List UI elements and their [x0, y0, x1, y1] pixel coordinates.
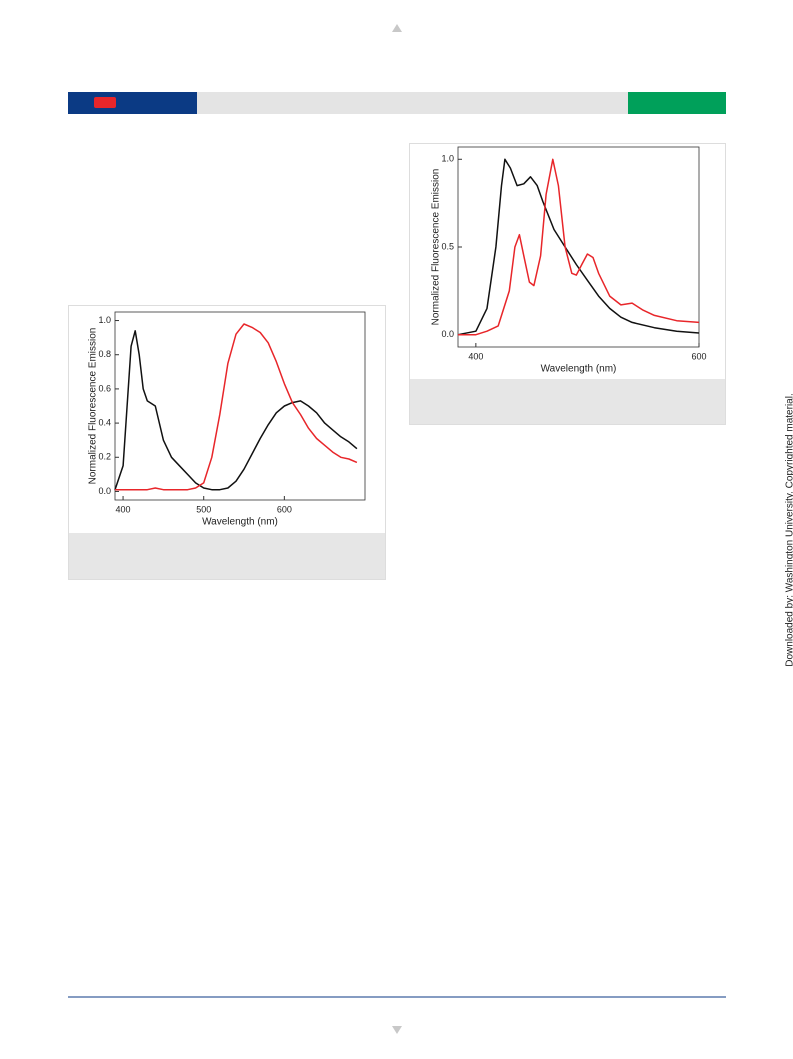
caption-box: [410, 379, 725, 424]
y-tick-label: 0.4: [98, 417, 111, 427]
emission-line: [115, 323, 358, 491]
header-gray: [197, 92, 628, 114]
figure-box: [409, 143, 726, 425]
y-tick-label: 0.8: [98, 349, 111, 359]
y-tick-label: 1.0: [441, 154, 454, 164]
x-axis-label: Wavelength (nm): [541, 364, 617, 375]
header-blue: [68, 92, 197, 114]
x-axis-label: Wavelength (nm): [202, 517, 278, 528]
x-tick-label: 600: [277, 504, 292, 514]
x-tick-label: 600: [691, 351, 706, 361]
plot-frame: [114, 311, 366, 501]
y-tick-label: 0.0: [98, 486, 111, 496]
y-tick-label: 1.0: [98, 315, 111, 325]
watermark: Downloaded by: Washington University. Co…: [785, 393, 793, 666]
x-tick-label: 400: [116, 504, 131, 514]
y-tick-label: 0.5: [441, 241, 454, 251]
y-axis-label: Normalized Fluorescence Emission: [88, 328, 99, 485]
header-green: [628, 92, 726, 114]
scroll-up[interactable]: [392, 24, 402, 32]
y-tick-label: 0.0: [441, 329, 454, 339]
caption-box: [69, 533, 385, 579]
x-tick-label: 400: [468, 351, 483, 361]
emission-line: [457, 158, 700, 336]
y-tick-label: 0.6: [98, 383, 111, 393]
scroll-down[interactable]: [392, 1026, 402, 1034]
x-tick-label: 500: [196, 504, 211, 514]
emission-line: [458, 158, 700, 336]
y-axis-label: Normalized Fluorescence Emission: [431, 169, 442, 326]
header-badge: [94, 97, 116, 108]
y-tick-label: 0.2: [98, 452, 111, 462]
emission-line: [114, 330, 358, 491]
